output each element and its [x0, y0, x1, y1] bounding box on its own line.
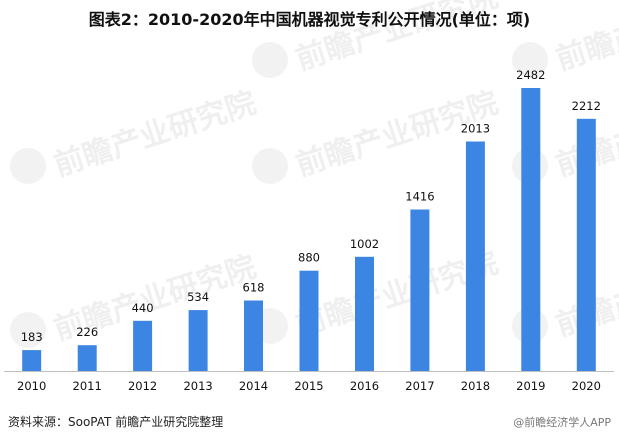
- value-label-2017: 1416: [405, 190, 434, 204]
- bars-group: [22, 88, 596, 371]
- watermark-logo: [252, 148, 288, 184]
- bar-2013: [188, 310, 208, 371]
- watermark-logo: [512, 42, 548, 78]
- source-note: 资料来源：SooPAT 前瞻产业研究院整理: [8, 415, 224, 429]
- x-tick-label-2016: 2016: [350, 379, 379, 393]
- value-label-2010: 183: [21, 330, 43, 344]
- bar-2020: [576, 118, 596, 371]
- value-label-2012: 440: [132, 301, 154, 315]
- watermark-text: 前瞻产业研究院: [50, 85, 261, 183]
- bar-2010: [22, 350, 42, 371]
- bar-2016: [355, 256, 374, 371]
- x-tick-label-2011: 2011: [73, 379, 102, 393]
- x-tick-label-2013: 2013: [183, 379, 212, 393]
- watermark-logo: [252, 42, 288, 78]
- value-label-2018: 2013: [461, 122, 490, 136]
- bar-2018: [465, 141, 485, 371]
- x-tick-label-2014: 2014: [239, 379, 268, 393]
- x-tick-label-2012: 2012: [128, 379, 157, 393]
- bar-2017: [410, 209, 430, 371]
- x-tick-label-2017: 2017: [405, 379, 434, 393]
- x-tick-label-2020: 2020: [572, 379, 601, 393]
- value-label-2015: 880: [298, 251, 320, 265]
- value-labels-group: 183 226 440 534 618 880 1002 1416 2013 2482 2212: [21, 68, 601, 344]
- x-tick-label-2010: 2010: [17, 379, 46, 393]
- chart-title: 图表2：2010-2020年中国机器视觉专利公开情况(单位：项): [88, 10, 531, 29]
- watermark-logo: [10, 148, 46, 184]
- bar-2012: [133, 320, 153, 371]
- brand-credit: @前瞻经济学人APP: [513, 416, 611, 429]
- x-tick-label-2019: 2019: [516, 379, 545, 393]
- value-label-2020: 2212: [572, 99, 601, 113]
- value-label-2019: 2482: [516, 68, 545, 82]
- watermark-text: 前瞻产业研究院: [292, 0, 503, 78]
- x-tick-label-2018: 2018: [461, 379, 490, 393]
- x-tick-label-2015: 2015: [294, 379, 323, 393]
- value-label-2011: 226: [76, 325, 98, 339]
- value-label-2013: 534: [187, 290, 209, 304]
- value-label-2016: 1002: [350, 237, 379, 251]
- x-tick-labels-group: 2010 2011 2012 2013 2014 2015 2016 2017 2018 2019…: [17, 379, 601, 393]
- bar-2014: [244, 300, 263, 371]
- bar-2011: [77, 345, 97, 371]
- bar-2015: [299, 270, 319, 371]
- value-label-2014: 618: [243, 281, 265, 295]
- watermark-logo: [10, 312, 46, 348]
- watermark-text: 前瞻产业研究院: [552, 0, 619, 78]
- bar-2019: [521, 88, 541, 371]
